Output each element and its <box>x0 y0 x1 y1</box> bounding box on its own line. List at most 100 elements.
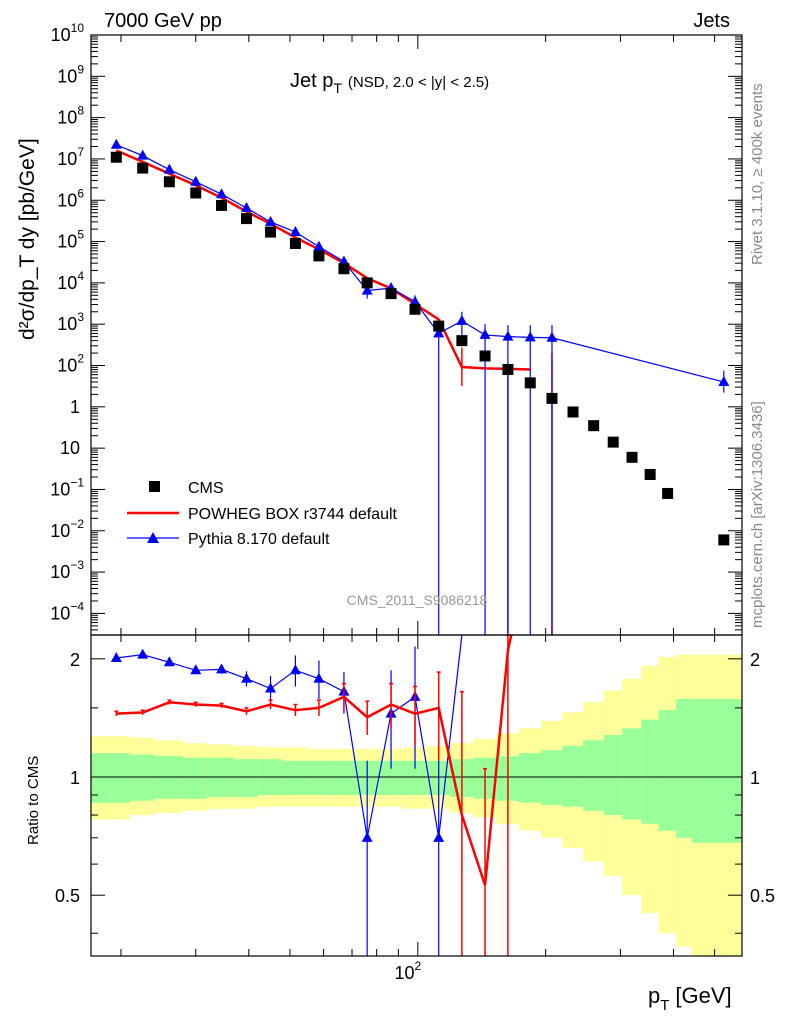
pythia-point <box>289 226 301 237</box>
cms-point <box>607 436 619 448</box>
cms-point <box>567 406 579 418</box>
cms-point <box>662 487 674 499</box>
ratio-pythia-point <box>137 648 149 659</box>
cms-point <box>718 534 730 546</box>
powheg-line <box>115 149 531 371</box>
ratio-pythia-point <box>313 672 325 683</box>
top-tick-base: 10 <box>50 562 70 582</box>
pythia-line <box>116 144 724 383</box>
mcplots-label: mcplots.cern.ch [arXiv:1306.3436] <box>749 401 766 628</box>
ratio-pythia-point <box>190 664 202 675</box>
ratio-pythia-point <box>110 651 122 662</box>
cms-point <box>240 213 252 225</box>
top-tick-label: 109 <box>57 62 84 86</box>
band-inner <box>183 757 208 799</box>
ratio-pythia-point <box>433 831 445 842</box>
top-tick-base: 1 <box>70 397 80 417</box>
top-tick-base: 10 <box>50 479 70 499</box>
cms-point <box>289 237 301 249</box>
cms-point <box>588 420 600 432</box>
top-tick-exp: −4 <box>70 599 84 613</box>
legend-cms-marker <box>149 481 160 492</box>
cms-point <box>644 469 656 481</box>
pythia-point <box>524 331 536 342</box>
top-tick-exp: 3 <box>77 310 84 324</box>
cms-point <box>338 263 350 275</box>
band-inner <box>583 740 604 811</box>
ratio-tick-label-left: 1 <box>70 768 80 788</box>
x-tick-label: 102 <box>394 959 421 983</box>
x-tick-exp: 2 <box>414 959 421 973</box>
ratio-panel <box>110 634 513 956</box>
cms-point <box>313 250 325 262</box>
legend-powheg-label: POWHEG BOX r3744 default <box>188 506 398 523</box>
top-tick-label: 104 <box>57 269 84 293</box>
top-tick-base: 10 <box>57 66 77 86</box>
top-tick-label: 103 <box>57 310 84 334</box>
ratio-pythia-point <box>265 682 277 693</box>
top-tick-base: 10 <box>51 25 71 45</box>
ratio-tick-label-left: 2 <box>70 650 80 670</box>
top-tick-exp: 8 <box>77 104 84 118</box>
pythia-point <box>313 240 325 251</box>
cms-point <box>546 392 558 404</box>
header-left: 7000 GeV pp <box>104 10 222 32</box>
ratio-uncertainty-band <box>91 654 742 956</box>
top-tick-exp: 2 <box>77 352 84 366</box>
pythia-point <box>110 138 122 149</box>
pythia-point <box>546 331 558 342</box>
legend-pythia-label: Pythia 8.170 default <box>188 531 330 548</box>
top-tick-base: 10 <box>57 273 77 293</box>
pythia-point <box>265 215 277 226</box>
cms-point <box>163 176 175 188</box>
cms-point <box>409 303 421 315</box>
top-tick-exp: −3 <box>70 558 84 572</box>
band-inner <box>282 760 308 795</box>
top-tick-label: 10−1 <box>50 475 84 499</box>
x-axis-label-unit: [GeV] <box>675 983 731 1008</box>
ratio-tick-label-left: 0.5 <box>55 886 80 906</box>
ratio-axis-label: Ratio to CMS <box>25 756 42 845</box>
pythia-point <box>137 149 149 160</box>
legend-pythia-marker <box>147 532 159 543</box>
cms-point <box>456 335 468 347</box>
cms-point <box>110 151 122 163</box>
pythia-point <box>409 295 421 306</box>
top-tick-base: 10 <box>57 108 77 128</box>
band-inner <box>234 759 258 797</box>
axes: 101010910810710610510410310211010−110−21… <box>50 21 775 983</box>
band-inner <box>562 745 584 807</box>
band-inner <box>658 710 677 831</box>
top-tick-base: 10 <box>57 190 77 210</box>
analysis-watermark: CMS_2011_S9086218 <box>347 592 488 608</box>
x-tick-base: 10 <box>394 963 414 983</box>
band-inner <box>378 760 403 795</box>
top-tick-label: 10−4 <box>50 599 84 623</box>
legend: CMS POWHEG BOX r3744 default Pythia 8.17… <box>127 480 398 548</box>
pythia-point <box>718 375 730 386</box>
ratio-pythia-point <box>289 664 301 675</box>
band-inner <box>603 734 623 816</box>
top-tick-label: 106 <box>57 186 84 210</box>
band-inner <box>622 728 642 820</box>
plot-title-detail: (NSD, 2.0 < |y| < 2.5) <box>348 74 489 91</box>
top-tick-label: 1010 <box>51 21 85 45</box>
top-tick-label: 102 <box>57 352 84 376</box>
top-tick-label: 107 <box>57 145 84 169</box>
top-tick-base: 10 <box>50 521 70 541</box>
ratio-tick-label-right: 2 <box>750 650 760 670</box>
band-inner <box>518 753 541 803</box>
pythia-point <box>502 330 514 341</box>
y-axis-label: d²σ/dp_T dy [pb/GeV] <box>16 138 39 340</box>
ratio-tick-label-right: 0.5 <box>750 886 775 906</box>
legend-cms-label: CMS <box>188 480 224 497</box>
rivet-label: Rivet 3.1.10, ≥ 400k events <box>749 83 766 265</box>
ratio-pythia-point <box>361 831 373 842</box>
top-panel <box>110 138 730 635</box>
top-tick-exp: 6 <box>77 186 84 200</box>
top-tick-label: 108 <box>57 104 84 128</box>
top-tick-exp: 7 <box>77 145 84 159</box>
top-tick-base: 10 <box>57 314 77 334</box>
header-right: Jets <box>693 10 730 32</box>
